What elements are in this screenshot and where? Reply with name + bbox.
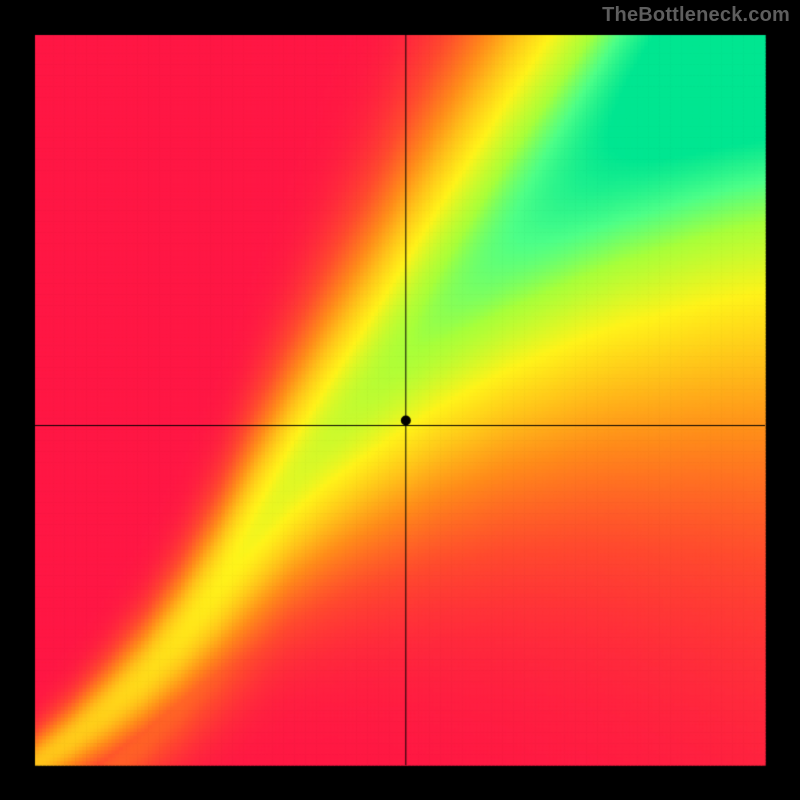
watermark-text: TheBottleneck.com (602, 4, 790, 27)
bottleneck-heatmap (0, 0, 800, 800)
chart-container: TheBottleneck.com (0, 0, 800, 800)
